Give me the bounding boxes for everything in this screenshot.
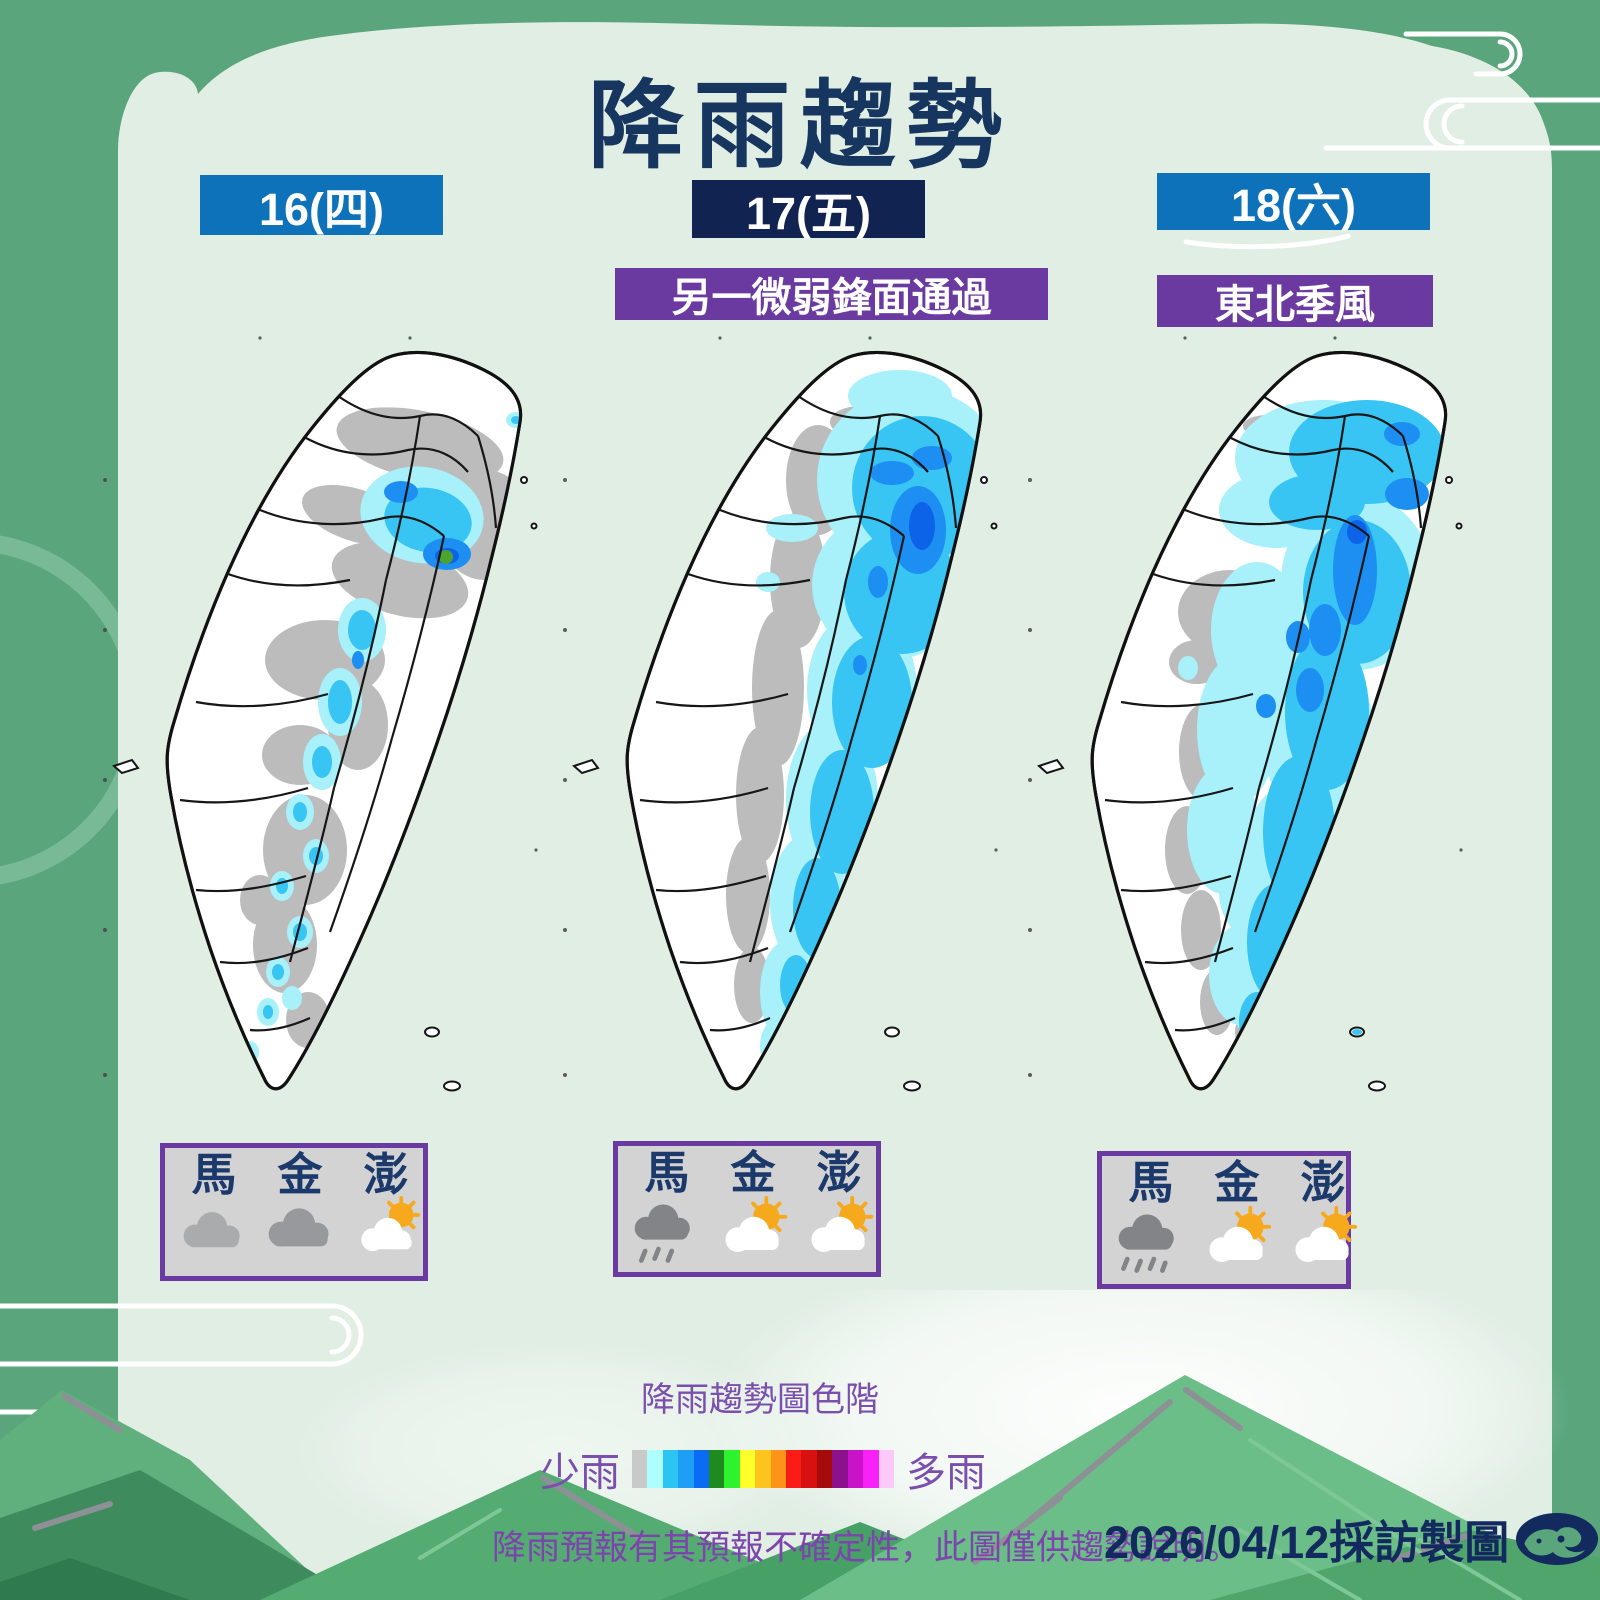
intense-rain-core — [1347, 520, 1367, 544]
legend-color-segment — [678, 1450, 694, 1488]
banner-northeast-monsoon: 東北季風 — [1157, 275, 1433, 327]
credit-text: 2026/04/12採訪製圖 — [1104, 1517, 1510, 1568]
island-label: 馬 — [644, 1147, 690, 1198]
cloudy-icon — [268, 1208, 329, 1247]
moderate-rain-areas — [263, 416, 521, 1019]
cloudy-icon — [183, 1212, 240, 1248]
legend-color-segment — [632, 1450, 648, 1488]
mountain-decoration — [0, 1290, 1600, 1600]
rain-map-day-17 — [563, 336, 998, 1092]
page-title: 降雨趨勢 — [588, 73, 1012, 180]
heavy-rain-cores — [1256, 422, 1429, 718]
partly-sunny-icon — [361, 1196, 421, 1252]
ridge-lines — [32, 1387, 1469, 1565]
island-label: 澎 — [816, 1147, 862, 1198]
island-label: 金 — [277, 1149, 323, 1200]
islands-weather-box-day-17: 馬 金 澎 — [613, 1141, 881, 1277]
partly-sunny-icon — [811, 1195, 874, 1252]
cloud-glow — [290, 1340, 830, 1560]
disclaimer-text: 降雨預報有其預報不確定性，此圖僅供趨勢說明。 — [492, 1529, 1240, 1567]
legend-color-segment — [755, 1450, 771, 1488]
partly-sunny-icon — [1209, 1205, 1272, 1262]
legend-color-segment — [832, 1450, 848, 1488]
legend-color-segment — [662, 1450, 679, 1488]
island-label: 澎 — [1300, 1157, 1346, 1208]
intense-rain-core — [909, 502, 935, 550]
slope-highlights — [418, 1438, 1522, 1600]
island-label: 馬 — [1128, 1157, 1174, 1208]
legend-color-segment — [863, 1450, 879, 1488]
rain-cloud-icon — [1118, 1214, 1174, 1273]
cwa-logo — [1516, 1512, 1599, 1565]
legend-color-segment — [647, 1450, 663, 1488]
islands-weather-box-day-16: 馬 金 澎 — [160, 1143, 428, 1281]
legend-color-segment — [693, 1450, 710, 1488]
legend-row: 少雨 多雨 — [540, 1440, 1060, 1498]
legend-colorbar — [632, 1450, 894, 1488]
islands-weather-box-day-18: 馬 金 澎 — [1097, 1151, 1358, 1289]
legend-color-segment — [786, 1450, 802, 1488]
island-label: 金 — [730, 1147, 776, 1198]
legend-color-segment — [847, 1450, 864, 1488]
legend-more-rain-label: 多雨 — [906, 1451, 986, 1495]
banner-front-passing: 另一微弱鋒面通過 — [615, 268, 1048, 320]
partly-sunny-icon — [1295, 1205, 1358, 1262]
island-label: 澎 — [363, 1149, 409, 1200]
partly-sunny-icon — [725, 1195, 788, 1252]
rain-cloud-icon — [634, 1204, 690, 1263]
legend-color-segment — [724, 1450, 740, 1488]
green-island-rain — [1352, 1029, 1362, 1035]
peak-rain-spot — [439, 550, 453, 564]
day-tag-16: 16(四) — [200, 175, 443, 235]
day-tag-18: 18(六) — [1157, 173, 1430, 231]
legend-title: 降雨趨勢圖色階 — [641, 1381, 879, 1419]
legend-color-segment — [739, 1450, 756, 1488]
legend-color-segment — [801, 1450, 817, 1488]
legend-color-segment — [816, 1450, 833, 1488]
credit-row: 2026/04/12採訪製圖 — [1104, 1506, 1599, 1571]
legend-color-segment — [770, 1450, 787, 1488]
island-label: 馬 — [191, 1149, 237, 1200]
island-label: 金 — [1214, 1157, 1260, 1208]
day-tag-17: 17(五) — [692, 180, 925, 239]
legend-color-segment — [709, 1450, 725, 1488]
rain-map-day-18 — [1028, 336, 1463, 1092]
legend-color-segment — [878, 1450, 894, 1488]
legend-less-rain-label: 少雨 — [540, 1451, 620, 1495]
rain-map-day-16 — [103, 336, 538, 1092]
